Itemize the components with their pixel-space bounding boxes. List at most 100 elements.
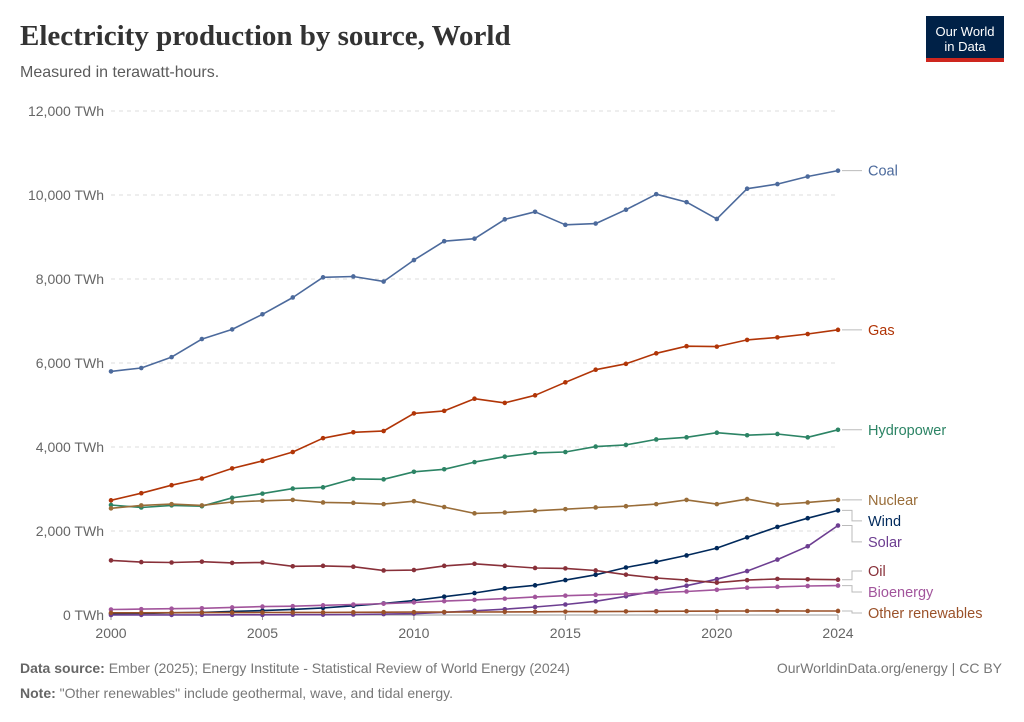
data-point-oil [714,580,720,585]
y-tick-label: 12,000 TWh [28,103,104,119]
data-point-bioenergy [229,605,235,610]
data-point-oil [653,575,659,581]
data-point-coal [441,238,447,244]
data-point-coal [532,209,538,215]
data-point-gas [351,430,356,435]
data-point-other-renewables [744,608,750,614]
note-text: "Other renewables" include geothermal, w… [59,685,454,701]
data-point-gas [593,367,598,373]
data-point-coal [199,336,205,342]
data-point-coal [381,279,386,284]
data-point-oil [775,576,780,582]
data-point-oil [199,559,205,564]
data-point-hydropower [320,485,326,490]
data-point-hydropower [472,459,477,465]
data-point-gas [320,435,326,441]
data-point-nuclear [532,508,538,514]
data-point-solar [532,604,538,610]
data-point-nuclear [320,500,326,505]
data-point-hydropower [351,476,356,482]
data-point-nuclear [714,501,720,507]
data-point-gas [532,393,538,398]
y-tick-label: 0 TWh [63,607,104,623]
series-line-bioenergy [110,584,839,611]
y-tick-label: 8,000 TWh [36,271,104,287]
data-point-gas [563,380,568,385]
data-point-bioenergy [441,598,447,604]
data-point-other-renewables [593,609,598,614]
data-point-coal [805,174,811,179]
legend-connector-bioenergy [842,585,862,593]
owid-logo[interactable]: Our World in Data [926,16,1004,62]
data-point-nuclear [260,498,265,504]
data-point-nuclear [381,501,386,507]
data-point-oil [835,577,841,583]
data-point-nuclear [653,501,659,507]
data-point-hydropower [835,427,841,433]
legend-connector-solar [842,525,862,543]
data-point-other-renewables [351,610,356,615]
data-point-wind [502,586,508,591]
data-point-coal [744,186,750,191]
data-point-other-renewables [623,609,629,614]
data-point-coal [472,236,477,241]
data-point-wind [775,524,780,530]
data-point-solar [593,599,598,604]
series-line-coal [110,169,839,373]
data-point-gas [714,344,720,349]
legend-label-gas: Gas [868,323,895,339]
data-point-other-renewables [169,610,174,615]
data-point-bioenergy [138,606,144,612]
data-point-oil [805,577,811,582]
data-point-solar [684,583,689,589]
data-point-hydropower [532,450,538,456]
data-point-hydropower [653,437,659,442]
data-point-gas [623,361,629,367]
data-point-bioenergy [684,589,689,594]
legend-label-wind: Wind [868,514,901,530]
legend-connector-other-renewables [842,610,862,614]
note-label: Note: [20,685,56,701]
data-point-other-renewables [684,608,689,614]
data-point-bioenergy [563,593,568,598]
data-point-nuclear [290,497,296,503]
data-source-label: Data source: [20,660,105,676]
x-tick-label: 2015 [550,625,581,641]
data-point-bioenergy [320,603,326,608]
data-point-gas [653,351,659,356]
chart-subtitle: Measured in terawatt-hours. [20,64,220,81]
data-point-coal [593,221,598,226]
y-tick-label: 10,000 TWh [28,187,104,203]
legend-label-hydropower: Hydropower [868,423,946,439]
data-point-oil [260,560,265,565]
data-point-bioenergy [775,584,780,590]
data-point-other-renewables [502,609,508,615]
data-point-oil [684,577,689,583]
data-point-bioenergy [108,607,114,612]
data-point-bioenergy [593,592,598,598]
data-point-gas [108,498,114,503]
data-point-gas [775,335,780,340]
data-point-bioenergy [472,597,477,603]
data-point-bioenergy [714,587,720,593]
legend-connector-oil [842,570,862,581]
data-point-hydropower [744,432,750,438]
data-point-other-renewables [472,609,477,615]
data-point-oil [290,563,296,569]
data-point-gas [472,396,477,402]
data-point-wind [714,545,720,551]
source-link[interactable]: OurWorldinData.org/energy | CC BY [776,660,1002,676]
data-point-oil [441,563,447,569]
data-point-coal [290,295,296,300]
data-point-hydropower [411,469,417,475]
data-point-nuclear [472,511,477,516]
data-point-gas [381,428,386,434]
data-point-gas [684,343,689,349]
data-point-gas [138,490,144,496]
data-point-nuclear [229,499,235,505]
data-point-hydropower [684,435,689,440]
data-point-bioenergy [260,604,265,609]
data-point-other-renewables [775,608,780,614]
data-point-nuclear [563,506,568,512]
x-tick-label: 2010 [398,625,429,641]
